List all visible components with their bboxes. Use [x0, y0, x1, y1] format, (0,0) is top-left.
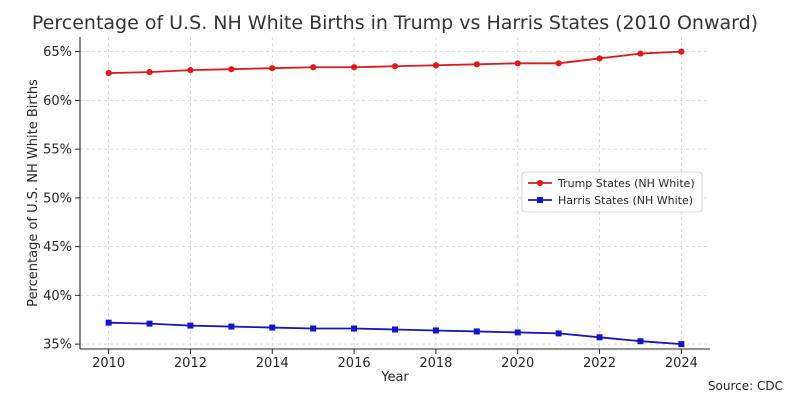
data-point: [596, 55, 603, 62]
data-point: [514, 60, 521, 67]
x-tick-label: 2012: [174, 356, 207, 371]
axes: [79, 37, 710, 350]
data-point: [105, 69, 112, 77]
data-point: [514, 329, 521, 336]
legend-label: Trump States (NH White): [557, 177, 695, 190]
x-tick-label: 2016: [338, 356, 371, 371]
y-tick-label: 65%: [43, 45, 72, 60]
data-point: [637, 338, 644, 345]
data-point: [187, 67, 194, 74]
data-point: [555, 330, 562, 337]
x-axis-label: Year: [380, 370, 409, 385]
chart-title: Percentage of U.S. NH White Births in Tr…: [32, 12, 758, 34]
data-point: [555, 60, 562, 67]
ticks: 2010 2012 2014 2016 2018 2020 2022 2024 35% 40% 45…: [43, 45, 698, 371]
data-point: [432, 327, 439, 334]
data-point: [637, 50, 644, 57]
y-axis-label: Percentage of U.S. NH White Births: [26, 79, 41, 307]
data-point: [678, 341, 685, 348]
data-point: [473, 61, 480, 68]
data-point: [310, 64, 317, 71]
legend-box: [521, 171, 703, 213]
y-tick-label: 60%: [43, 94, 72, 109]
data-point: [596, 334, 603, 341]
source-note: Source: CDC: [708, 379, 783, 393]
legend-label: Harris States (NH White): [558, 194, 693, 207]
y-tick-label: 50%: [43, 191, 72, 206]
legend: Trump States (NH White) Harris States (NH…: [521, 171, 703, 213]
y-tick-label: 55%: [43, 143, 72, 158]
x-tick-label: 2022: [583, 356, 616, 371]
data-point: [269, 324, 276, 331]
data-point: [391, 63, 399, 70]
data-point: [228, 323, 235, 330]
data-point: [105, 319, 112, 326]
data-point: [432, 62, 440, 69]
grid: [80, 37, 710, 349]
y-tick-label: 35%: [43, 338, 72, 353]
data-point: [350, 64, 358, 71]
y-tick-label: 40%: [43, 289, 72, 304]
x-tick-label: 2018: [419, 356, 452, 371]
series-line-trump: [108, 50, 682, 74]
data-point: [146, 69, 153, 76]
legend-marker: [537, 197, 543, 203]
data-point: [228, 66, 235, 73]
series-layer: [105, 48, 685, 348]
y-tick-label: 45%: [43, 240, 72, 255]
x-tick-label: 2014: [256, 356, 289, 371]
x-tick-label: 2020: [501, 356, 534, 371]
data-point: [269, 65, 276, 72]
data-point: [187, 322, 194, 329]
data-point: [392, 326, 398, 333]
data-point: [473, 328, 480, 335]
data-point: [310, 325, 317, 332]
data-point: [146, 320, 153, 327]
data-point: [351, 325, 358, 332]
legend-marker: [536, 179, 544, 187]
data-point: [678, 48, 685, 55]
x-tick-label: 2010: [92, 356, 125, 371]
x-tick-label: 2024: [665, 356, 698, 371]
series-line-harris: [108, 321, 682, 346]
